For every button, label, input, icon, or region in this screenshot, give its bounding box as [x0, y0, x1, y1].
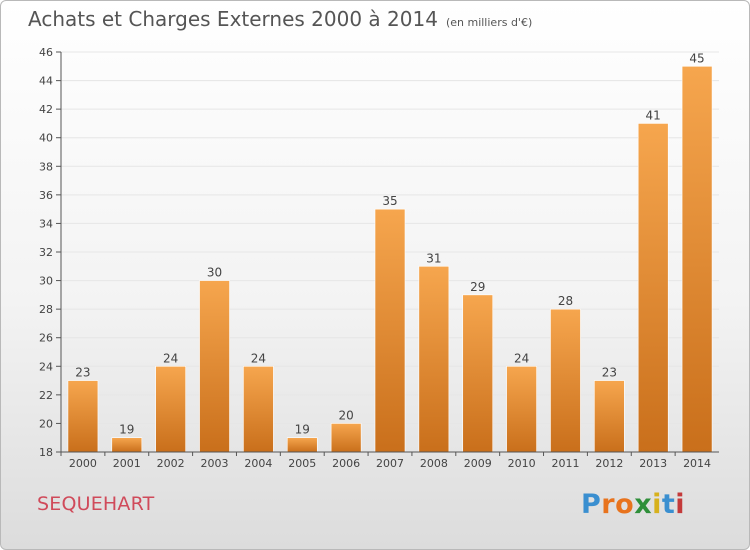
bar-value-label: 19 [119, 423, 134, 437]
bar-value-label: 20 [338, 408, 353, 422]
y-tick-label: 18 [39, 446, 53, 459]
bar[interactable] [462, 294, 494, 453]
logo-letter: P [581, 489, 602, 520]
bar[interactable] [243, 365, 274, 453]
logo-letter: x [634, 489, 653, 520]
x-tick-label: 2009 [464, 457, 492, 470]
bar-value-label: 24 [251, 351, 266, 365]
x-tick-label: 2002 [157, 457, 185, 470]
y-tick-label: 24 [39, 360, 53, 373]
chart-title: Achats et Charges Externes 2000 à 2014 [28, 7, 438, 31]
bar-value-label: 45 [689, 51, 704, 65]
chart-title-block: Achats et Charges Externes 2000 à 2014 (e… [28, 7, 532, 31]
x-tick-label: 2012 [595, 457, 623, 470]
bar-value-label: 23 [602, 366, 617, 380]
bar[interactable] [199, 280, 230, 453]
x-tick-label: 2001 [113, 457, 141, 470]
logo-letter: i [652, 489, 662, 520]
bar[interactable] [67, 380, 99, 453]
x-tick-label: 2008 [420, 457, 448, 470]
y-tick-label: 28 [39, 303, 53, 316]
bar[interactable] [330, 423, 362, 453]
proxiti-logo[interactable]: Proxiti [581, 489, 685, 520]
bar[interactable] [637, 123, 669, 453]
x-tick-label: 2011 [551, 457, 579, 470]
logo-letter: r [601, 489, 616, 520]
x-tick-label: 2010 [508, 457, 536, 470]
bar-value-label: 41 [646, 108, 661, 122]
bar-value-label: 35 [382, 194, 397, 208]
y-tick-label: 26 [39, 332, 53, 345]
bar-value-label: 31 [426, 251, 441, 265]
bar-value-label: 30 [207, 266, 222, 280]
chart-unit: (en milliers d'€) [445, 16, 533, 29]
bar[interactable] [374, 208, 406, 453]
logo-letter: t [661, 489, 676, 520]
y-tick-label: 44 [39, 75, 53, 88]
bars-group: 23 19 24 30 24 19 20 35 31 29 24 28 23 41 45 [67, 51, 713, 453]
y-tick-label: 22 [39, 389, 53, 402]
bar[interactable] [418, 265, 450, 453]
x-tick-label: 2004 [244, 457, 272, 470]
bar[interactable] [550, 308, 581, 453]
bar[interactable] [286, 437, 318, 453]
y-tick-label: 30 [39, 275, 53, 288]
bar[interactable] [681, 65, 713, 453]
commune-name: SEQUEHART [37, 493, 155, 515]
y-tick-label: 40 [39, 132, 53, 145]
y-tick-label: 20 [39, 417, 53, 430]
bar-value-label: 23 [75, 366, 90, 380]
bar-value-label: 29 [470, 280, 485, 294]
x-tick-label: 2000 [69, 457, 97, 470]
y-tick-label: 34 [39, 217, 53, 230]
y-tick-label: 36 [39, 189, 53, 202]
bar[interactable] [506, 365, 537, 453]
bar-value-label: 28 [558, 294, 573, 308]
logo-letter: o [615, 489, 635, 520]
y-tick-label: 32 [39, 246, 53, 259]
x-tick-label: 2007 [376, 457, 404, 470]
y-tick-label: 38 [39, 160, 53, 173]
bar-value-label: 24 [163, 351, 178, 365]
x-tick-label: 2003 [201, 457, 229, 470]
bar[interactable] [155, 365, 186, 453]
x-tick-label: 2014 [683, 457, 711, 470]
x-tick-label: 2005 [288, 457, 316, 470]
bar[interactable] [111, 437, 143, 453]
axes-group: 18 20 22 24 26 28 30 32 34 36 38 40 42 44 46 2000 2001 20… [39, 46, 719, 470]
x-tick-label: 2006 [332, 457, 360, 470]
x-tick-label: 2013 [639, 457, 667, 470]
y-tick-label: 46 [39, 46, 53, 59]
y-tick-label: 42 [39, 103, 53, 116]
bar[interactable] [594, 380, 625, 453]
bar-value-label: 19 [295, 423, 310, 437]
logo-letter: i [675, 489, 686, 520]
bar-value-label: 24 [514, 351, 529, 365]
